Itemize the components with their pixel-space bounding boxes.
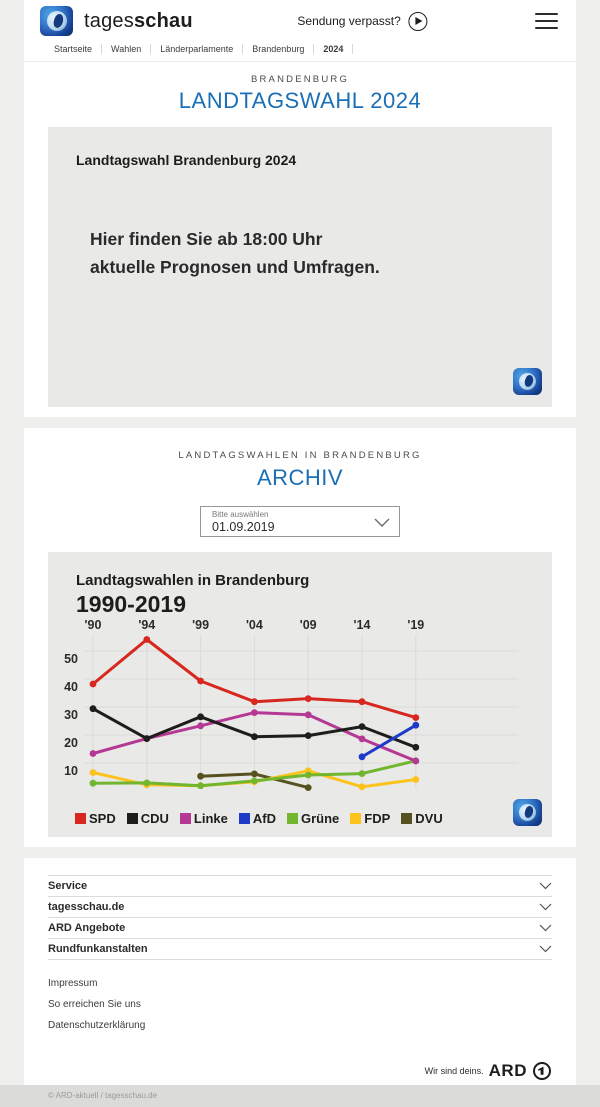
svg-text:30: 30: [64, 708, 78, 722]
chevron-down-icon: [539, 945, 552, 953]
legend-label: Linke: [193, 811, 228, 826]
legend-swatch: [75, 813, 86, 824]
breadcrumb-item-wahlen[interactable]: Wahlen: [102, 44, 152, 54]
copyright-bar: © ARD-aktuell / tagesschau.de: [0, 1085, 600, 1107]
breadcrumb-item-brandenburg[interactable]: Brandenburg: [243, 44, 315, 54]
footer-link-datenschutzerkl-rung[interactable]: Datenschutzerklärung: [48, 1020, 146, 1031]
accordion-ard-angebote[interactable]: ARD Angebote: [48, 917, 552, 938]
chevron-down-icon: [374, 518, 390, 527]
legend-label: SPD: [89, 811, 116, 826]
promo-line2: aktuelle Prognosen und Umfragen.: [90, 257, 380, 278]
svg-text:40: 40: [64, 680, 78, 694]
legend-item-spd: SPD: [75, 811, 116, 826]
archive-title: ARCHIV: [256, 465, 344, 490]
accordion-label: Service: [48, 880, 88, 892]
svg-text:'99: '99: [192, 618, 209, 632]
copyright-text: © ARD-aktuell / tagesschau.de: [48, 1091, 158, 1100]
menu-icon[interactable]: [535, 12, 558, 30]
legend-item-grüne: Grüne: [286, 811, 340, 826]
chart-subtitle: 1990-2019: [76, 591, 186, 617]
election-promo-box: Landtagswahl Brandenburg 2024 Hier finde…: [48, 127, 552, 407]
brand-regular: tages: [84, 9, 134, 32]
accordion-tagesschau-de[interactable]: tagesschau.de: [48, 896, 552, 917]
footer-link-so-erreichen-sie-uns[interactable]: So erreichen Sie uns: [48, 999, 141, 1010]
hero-kicker: BRANDENBURG: [250, 74, 350, 85]
chevron-down-icon: [539, 903, 552, 911]
accordion-label: tagesschau.de: [48, 901, 125, 913]
ard-brand-row: Wir sind deins. ARD: [425, 1061, 552, 1081]
footer-card: Service tagesschau.de ARD Angebote Rundfunk…: [24, 858, 576, 1105]
legend-label: FDP: [364, 811, 391, 826]
brand-wordmark[interactable]: tagesschau: [84, 10, 193, 33]
missed-broadcast-link[interactable]: Sendung verpasst?: [297, 11, 428, 31]
svg-text:'14: '14: [354, 618, 371, 632]
date-select[interactable]: Bitte auswählen 01.09.2019: [200, 506, 400, 537]
top-card: tagesschau Sendung verpasst? Startseite W…: [24, 0, 576, 417]
svg-text:'19: '19: [407, 618, 424, 632]
page-title: LANDTAGSWAHL 2024: [178, 88, 422, 113]
date-select-label: Bitte auswählen: [212, 510, 269, 519]
svg-text:10: 10: [64, 764, 78, 778]
election-line-chart: '90 '94 '99 '04 '09 '14 '19 10 20 30 40 50: [64, 618, 518, 791]
legend-swatch: [350, 813, 362, 824]
chart-title: Landtagswahlen in Brandenburg: [76, 572, 310, 589]
legend-label: AfD: [252, 811, 276, 826]
legend-item-dvu: DVU: [401, 811, 443, 826]
tagesschau-logo-icon[interactable]: [40, 6, 73, 36]
missed-broadcast-label: Sendung verpasst?: [297, 14, 401, 28]
footer-link-impressum[interactable]: Impressum: [48, 978, 98, 989]
archive-kicker: LANDTAGSWAHLEN IN BRANDENBURG: [178, 450, 422, 461]
ard-globe-icon: [513, 368, 542, 395]
legend-swatch: [286, 813, 298, 824]
legend-item-cdu: CDU: [126, 811, 169, 826]
globe-icon: [46, 11, 67, 31]
svg-text:'09: '09: [300, 618, 317, 632]
legend-item-afd: AfD: [238, 811, 276, 826]
accordion-label: ARD Angebote: [48, 922, 126, 934]
svg-text:'94: '94: [138, 618, 155, 632]
chevron-down-icon: [539, 882, 552, 890]
legend-swatch: [401, 813, 413, 824]
legend-swatch: [126, 813, 138, 824]
date-select-value: 01.09.2019: [212, 520, 275, 534]
legend-item-linke: Linke: [179, 811, 228, 826]
accordion-label: Rundfunkanstalten: [48, 943, 148, 955]
footer-accordion: Service tagesschau.de ARD Angebote Rundfunk…: [48, 875, 552, 960]
footer-links: Impressum So erreichen Sie uns Datenschutz…: [48, 973, 552, 1036]
legend-swatch: [238, 813, 250, 824]
promo-line1: Hier finden Sie ab 18:00 Uhr: [90, 229, 323, 249]
svg-text:'04: '04: [246, 618, 263, 632]
legend-item-fdp: FDP: [350, 811, 390, 826]
legend-label: CDU: [140, 811, 169, 826]
breadcrumb-item-länderparlamente[interactable]: Länderparlamente: [151, 44, 244, 54]
play-icon[interactable]: [408, 11, 428, 31]
ard-logo-icon: [533, 1062, 551, 1080]
legend-label: Grüne: [300, 811, 340, 826]
svg-text:50: 50: [64, 652, 78, 666]
breadcrumb-item-startseite[interactable]: Startseite: [54, 44, 103, 54]
svg-text:20: 20: [64, 736, 78, 750]
chart-panel: Landtagswahlen in Brandenburg 1990-2019 …: [48, 552, 552, 837]
accordion-service[interactable]: Service: [48, 875, 552, 896]
archive-card: LANDTAGSWAHLEN IN BRANDENBURG ARCHIV Bit…: [24, 428, 576, 847]
breadcrumb-item-2024[interactable]: 2024: [314, 44, 354, 54]
site-header: tagesschau Sendung verpasst?: [24, 0, 576, 42]
svg-text:'90: '90: [85, 618, 102, 632]
accordion-rundfunkanstalten[interactable]: Rundfunkanstalten: [48, 938, 552, 959]
ard-globe-icon: [513, 799, 542, 826]
hero-section: BRANDENBURG LANDTAGSWAHL 2024: [24, 62, 576, 114]
legend-swatch: [179, 813, 191, 824]
legend-label: DVU: [415, 811, 443, 826]
promo-text: Hier finden Sie ab 18:00 Uhr aktuelle Pr…: [90, 225, 552, 282]
ard-wordmark: ARD: [488, 1061, 527, 1080]
chart-legend: SPD CDU Linke AfD Grüne FDP DVU: [75, 811, 443, 826]
chevron-down-icon: [539, 924, 552, 932]
breadcrumb: Startseite Wahlen Länderparlamente Brandenb…: [24, 42, 576, 62]
ard-claim: Wir sind deins.: [424, 1066, 484, 1076]
promo-heading: Landtagswahl Brandenburg 2024: [76, 152, 297, 168]
brand-bold: schau: [133, 9, 193, 32]
